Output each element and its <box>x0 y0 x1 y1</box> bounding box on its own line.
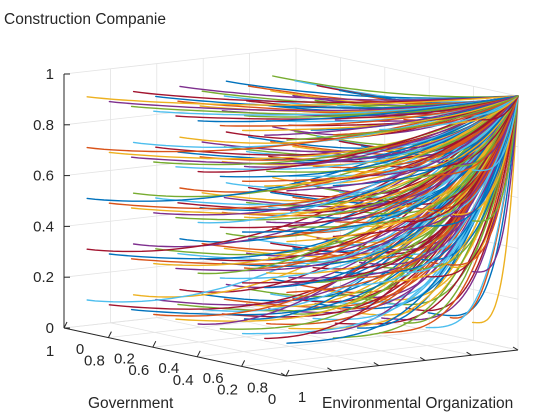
y-tick-mark <box>512 346 519 351</box>
series-line <box>286 95 519 243</box>
series-line <box>153 95 519 116</box>
z-tick-label: 0.8 <box>33 117 54 134</box>
series-line <box>219 95 519 127</box>
series-line <box>334 95 519 224</box>
x-tick-label: 0.4 <box>158 360 179 377</box>
x-tick-mark <box>241 360 246 367</box>
series-line <box>86 95 519 303</box>
y-tick-mark <box>327 367 333 372</box>
x-tick-mark <box>63 321 68 329</box>
series-line <box>425 95 519 227</box>
series-line <box>108 95 519 260</box>
series-line <box>266 95 519 173</box>
gridline <box>63 149 297 176</box>
gridline <box>197 330 430 358</box>
tick-labels: 0 0.2 0.4 0.6 0.8 1 0 0.2 0.4 0.6 0.8 1 0 0.2 0.4 0.6 0.… <box>33 66 306 408</box>
series-line <box>471 95 519 172</box>
y-tick-label: 0.4 <box>173 372 194 389</box>
series-line <box>175 95 519 170</box>
series-line <box>310 95 519 182</box>
axes-box <box>63 73 519 377</box>
series-line <box>175 95 519 120</box>
series-line <box>132 95 519 198</box>
x-tick-mark <box>196 350 201 358</box>
z-tick-label: 1 <box>46 66 54 83</box>
series-line <box>332 95 519 136</box>
x-tick-label: 0 <box>76 341 84 358</box>
gridline <box>110 322 333 372</box>
x-tick-label: 0.6 <box>203 370 224 387</box>
gridline <box>241 340 474 367</box>
series-line <box>243 95 519 168</box>
y-tick-mark <box>466 351 472 356</box>
series-line <box>288 95 519 228</box>
y-tick-label: 1 <box>46 343 54 360</box>
series-line <box>379 95 519 232</box>
series-line <box>332 95 519 288</box>
z-tick-label: 0.2 <box>33 269 54 286</box>
y-tick-label: 0.8 <box>84 353 105 370</box>
series-line <box>471 95 519 324</box>
y-axis-title: Government <box>88 395 174 412</box>
y-tick-label: 0.6 <box>128 362 149 379</box>
series-line <box>425 95 519 329</box>
x-tick-label: 0.2 <box>114 351 135 368</box>
y-tick-label: 0 <box>268 391 276 408</box>
x-tick-label: 0.8 <box>247 379 268 396</box>
y-tick-mark <box>373 362 380 367</box>
series-line <box>288 95 519 279</box>
series-line <box>241 95 519 182</box>
z-axis-title: Construction Companie <box>4 11 166 28</box>
series-line <box>471 95 519 222</box>
y-axis-line <box>63 327 287 377</box>
series-line <box>272 75 519 98</box>
series-line <box>286 95 519 141</box>
x-axis-line <box>285 349 519 377</box>
series-line <box>425 95 519 176</box>
y-tick-mark <box>419 356 426 361</box>
series-line <box>288 95 519 177</box>
series-line <box>153 95 519 317</box>
series-line <box>264 95 519 187</box>
gridline <box>295 301 519 351</box>
series-line <box>197 95 519 123</box>
z-tick-label: 0.4 <box>33 218 54 235</box>
series-line <box>153 95 519 166</box>
gridline <box>152 320 385 348</box>
series-line <box>86 95 519 106</box>
series-line <box>379 95 519 283</box>
z-tick-label: 0 <box>46 320 54 337</box>
series-line <box>425 95 519 278</box>
series-line <box>471 95 519 273</box>
gridline <box>63 98 297 126</box>
series-line <box>334 95 519 274</box>
gridline <box>156 317 379 366</box>
gridline <box>63 47 297 75</box>
x-tick-label: 1 <box>298 389 306 406</box>
gridline <box>63 301 297 329</box>
series-lines <box>86 75 519 344</box>
y-tick-label: 0.2 <box>217 381 238 398</box>
series-line <box>241 95 519 132</box>
series-line <box>286 95 519 192</box>
x-tick-mark <box>285 369 290 377</box>
x-tick-mark <box>152 340 157 348</box>
series-line <box>427 95 519 165</box>
series-line <box>381 95 519 270</box>
y-tick-mark <box>280 372 287 377</box>
x-axis-title: Environmental Organization <box>322 395 513 412</box>
gridline <box>295 47 519 97</box>
series-line <box>219 95 519 178</box>
series-line <box>108 95 519 112</box>
x-tick-mark <box>107 331 112 338</box>
z-tick-label: 0.6 <box>33 168 54 185</box>
series-line <box>264 95 519 136</box>
